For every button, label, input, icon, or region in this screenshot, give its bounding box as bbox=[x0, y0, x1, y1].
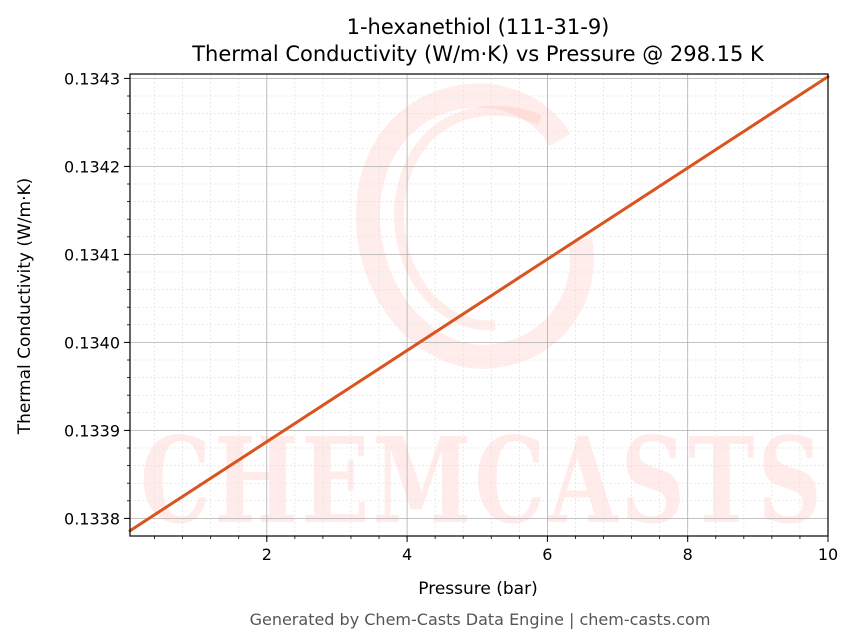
watermark-swirl bbox=[356, 83, 594, 369]
series-layer bbox=[128, 75, 830, 533]
ticks-layer: 2 4 6 8 10 0.1338 0.1339 0.1340 0.1341 0.1342 0.13… bbox=[64, 69, 838, 564]
y-axis-label: Thermal Conductivity (W/m·K) bbox=[15, 178, 35, 436]
chart-title-line1: 1-hexanethiol (111-31-9) bbox=[347, 15, 610, 39]
y-tick-label: 0.1341 bbox=[64, 245, 120, 264]
plot-frame bbox=[129, 73, 829, 537]
x-tick-label: 2 bbox=[262, 545, 272, 564]
x-tick-label: 10 bbox=[818, 545, 838, 564]
y-tick-label: 0.1338 bbox=[64, 509, 120, 528]
y-tick-label: 0.1340 bbox=[64, 333, 120, 352]
watermark-swirl-inner bbox=[394, 105, 542, 331]
chart-title-line2: Thermal Conductivity (W/m·K) vs Pressure… bbox=[191, 42, 765, 66]
footer-credit: Generated by Chem-Casts Data Engine | ch… bbox=[250, 610, 711, 629]
x-tick-label: 4 bbox=[402, 545, 412, 564]
x-axis-label: Pressure (bar) bbox=[418, 579, 537, 599]
x-tick-label: 8 bbox=[683, 545, 693, 564]
watermark: CHEMCASTS bbox=[140, 83, 825, 550]
y-tick-label: 0.1339 bbox=[64, 421, 120, 440]
y-tick-label: 0.1342 bbox=[64, 157, 120, 176]
series-line bbox=[128, 75, 830, 533]
watermark-text: CHEMCASTS bbox=[140, 411, 825, 550]
x-tick-label: 6 bbox=[542, 545, 552, 564]
y-tick-label: 0.1343 bbox=[64, 69, 120, 88]
